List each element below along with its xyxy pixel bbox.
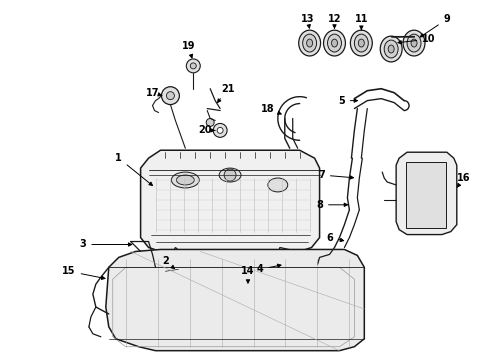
Polygon shape xyxy=(406,162,446,228)
Ellipse shape xyxy=(350,30,372,56)
Polygon shape xyxy=(158,247,190,295)
Ellipse shape xyxy=(176,175,195,185)
Ellipse shape xyxy=(384,40,398,58)
Ellipse shape xyxy=(354,34,368,52)
Text: 20: 20 xyxy=(198,125,215,135)
Ellipse shape xyxy=(303,34,317,52)
Text: 9: 9 xyxy=(420,14,450,37)
Text: 21: 21 xyxy=(218,84,235,103)
Text: 15: 15 xyxy=(62,266,105,279)
Ellipse shape xyxy=(332,39,338,47)
Text: 17: 17 xyxy=(146,88,162,98)
Text: 4: 4 xyxy=(257,264,281,274)
Circle shape xyxy=(186,59,200,73)
Ellipse shape xyxy=(380,36,402,62)
Circle shape xyxy=(206,118,214,126)
Text: 6: 6 xyxy=(326,233,343,243)
Text: 5: 5 xyxy=(338,96,358,105)
Circle shape xyxy=(213,123,227,137)
Circle shape xyxy=(190,63,196,69)
Text: 16: 16 xyxy=(457,173,470,187)
Ellipse shape xyxy=(327,34,342,52)
Polygon shape xyxy=(141,150,319,251)
Text: 18: 18 xyxy=(261,104,281,114)
Circle shape xyxy=(217,127,223,133)
Text: 1: 1 xyxy=(115,153,152,185)
Circle shape xyxy=(162,87,179,105)
Text: 12: 12 xyxy=(328,14,341,28)
Ellipse shape xyxy=(307,39,313,47)
Circle shape xyxy=(224,169,236,181)
Ellipse shape xyxy=(219,168,241,182)
Text: 13: 13 xyxy=(301,14,315,28)
Text: 11: 11 xyxy=(355,14,368,30)
Ellipse shape xyxy=(299,30,320,56)
Text: 10: 10 xyxy=(398,34,436,44)
Text: 14: 14 xyxy=(241,266,255,283)
Polygon shape xyxy=(275,247,308,295)
Polygon shape xyxy=(106,249,365,351)
Ellipse shape xyxy=(411,39,417,47)
Ellipse shape xyxy=(388,45,394,53)
Ellipse shape xyxy=(358,39,365,47)
Text: 7: 7 xyxy=(318,170,353,180)
Text: 8: 8 xyxy=(316,200,347,210)
Text: 19: 19 xyxy=(182,41,195,58)
Polygon shape xyxy=(396,152,457,235)
Text: 3: 3 xyxy=(79,239,132,249)
Ellipse shape xyxy=(172,172,199,188)
Ellipse shape xyxy=(323,30,345,56)
Ellipse shape xyxy=(403,30,425,56)
Text: 2: 2 xyxy=(162,256,174,269)
Circle shape xyxy=(167,92,174,100)
Ellipse shape xyxy=(407,34,421,52)
Ellipse shape xyxy=(268,178,288,192)
